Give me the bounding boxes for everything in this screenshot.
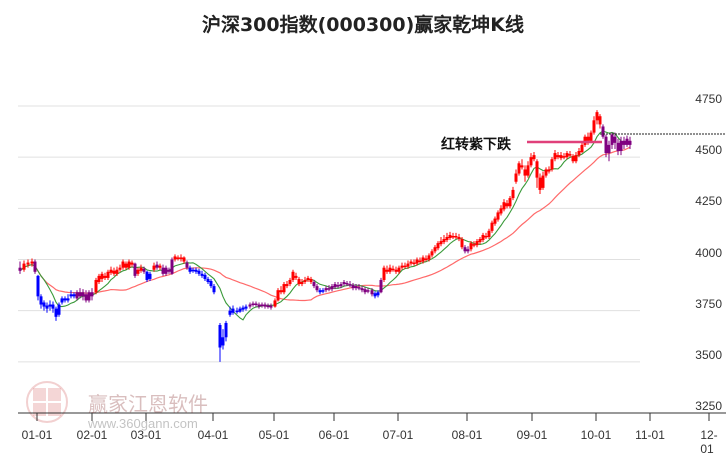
watermark-logo-icon: [26, 381, 68, 423]
x-tick-label: 11-01: [635, 428, 665, 442]
y-tick-label: 4750: [695, 92, 722, 106]
x-tick-label: 05-01: [258, 428, 290, 442]
gridlines: [18, 105, 640, 363]
x-tick-label: 09-01: [516, 428, 548, 442]
candles: [18, 110, 632, 362]
x-tick-label: 01-01: [21, 428, 53, 442]
x-tick-label: 02-01: [76, 428, 108, 442]
watermark-url: www.360gann.com: [88, 416, 198, 431]
watermark-text: 赢家江恩软件: [88, 392, 208, 416]
chart-title: 沪深300指数(000300)赢家乾坤K线: [201, 14, 525, 36]
x-tick-label: 07-01: [382, 428, 414, 442]
y-tick-label: 4500: [695, 143, 722, 158]
x-tick-label: 06-01: [318, 428, 350, 442]
y-tick-label: 3250: [695, 399, 722, 413]
moving-average-lines: [19, 130, 631, 321]
x-tick-label: 12-01: [700, 428, 718, 456]
x-tick-label: 08-01: [451, 428, 483, 442]
annotation-line: [527, 133, 726, 144]
x-tick-label: 03-01: [130, 428, 162, 442]
x-axis: [18, 412, 726, 421]
x-tick-label: 10-01: [580, 428, 612, 442]
y-tick-label: 3500: [695, 347, 722, 362]
annotation-label: 红转紫下跌: [441, 137, 511, 153]
y-tick-label: 4000: [695, 245, 722, 260]
y-tick-label: 4250: [695, 194, 722, 209]
x-tick-label: 04-01: [197, 428, 229, 442]
y-tick-label: 3750: [695, 296, 722, 311]
